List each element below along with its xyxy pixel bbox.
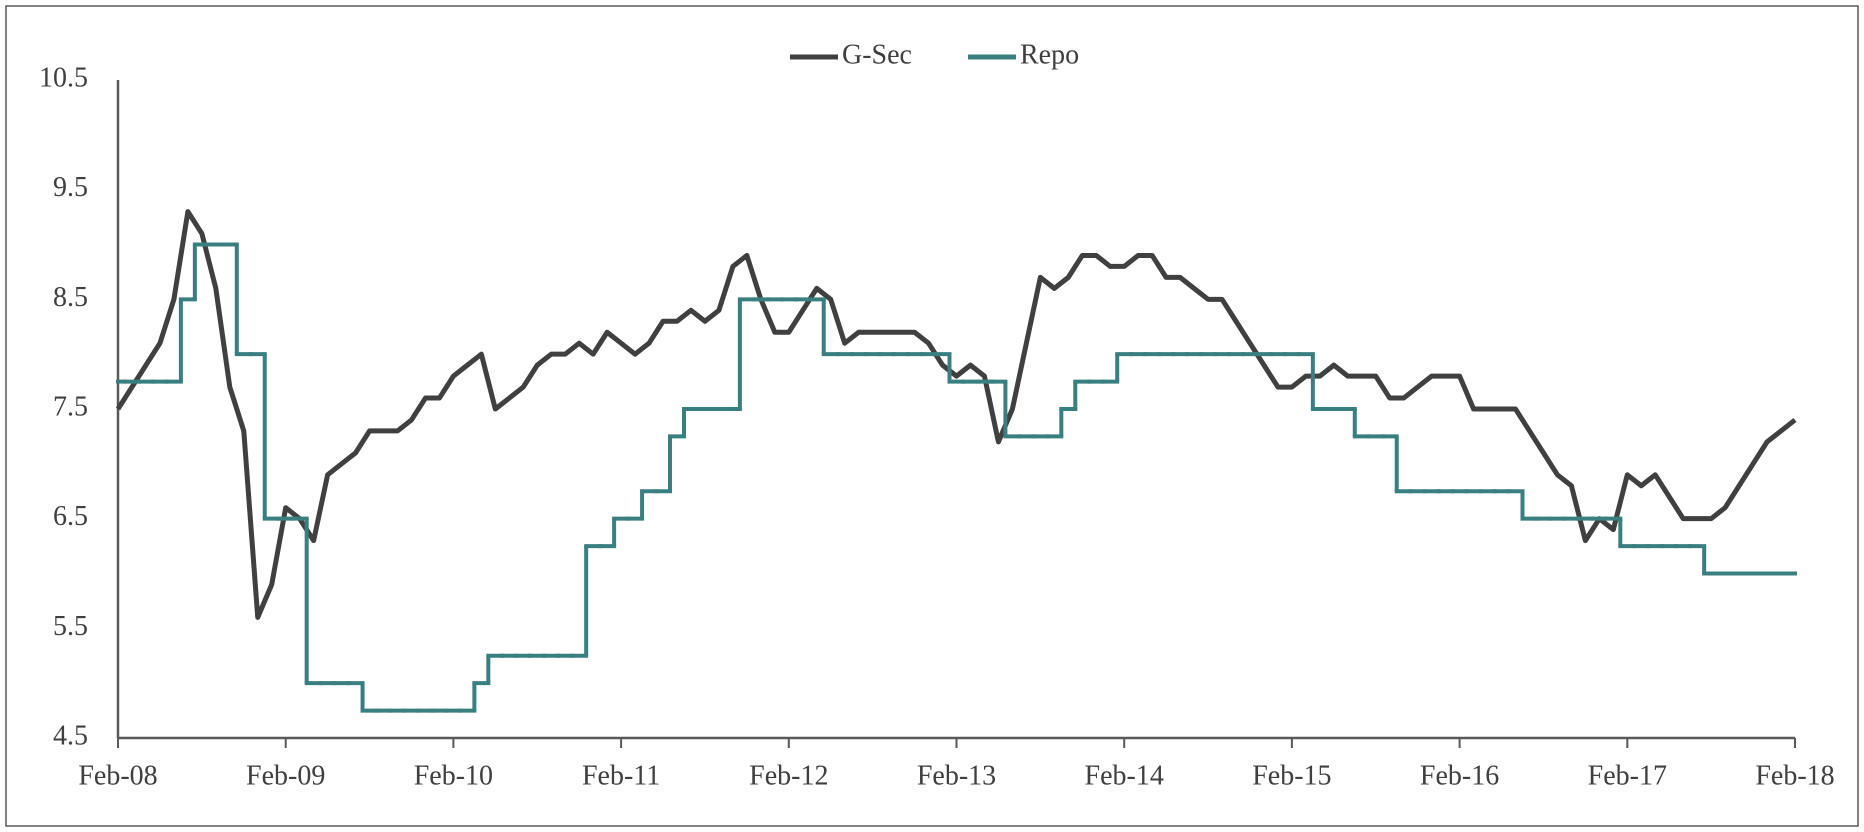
x-tick-label: Feb-09 <box>246 760 325 791</box>
legend-label: G-Sec <box>842 39 912 70</box>
x-tick-label: Feb-10 <box>414 760 493 791</box>
x-tick-label: Feb-18 <box>1755 760 1834 791</box>
x-tick-label: Feb-14 <box>1085 760 1164 791</box>
y-tick-label: 7.5 <box>53 391 88 422</box>
y-tick-label: 9.5 <box>53 172 88 203</box>
x-tick-label: Feb-17 <box>1588 760 1667 791</box>
y-tick-label: 4.5 <box>53 720 88 751</box>
legend-label: Repo <box>1020 39 1079 70</box>
x-tick-label: Feb-13 <box>917 760 996 791</box>
x-tick-label: Feb-11 <box>582 760 660 791</box>
x-tick-label: Feb-08 <box>78 760 157 791</box>
y-tick-label: 10.5 <box>39 62 88 93</box>
y-tick-label: 6.5 <box>53 501 88 532</box>
y-tick-label: 8.5 <box>53 282 88 313</box>
x-tick-label: Feb-16 <box>1420 760 1499 791</box>
line-series <box>115 209 1797 620</box>
x-tick-label: Feb-12 <box>749 760 828 791</box>
chart-border <box>5 5 1859 827</box>
y-tick-label: 5.5 <box>53 611 88 642</box>
x-tick-label: Feb-15 <box>1252 760 1331 791</box>
